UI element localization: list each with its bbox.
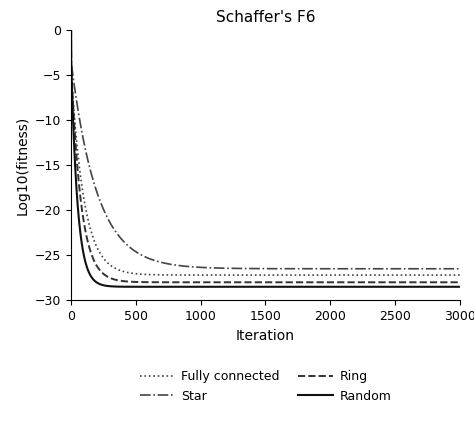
Ring: [408, 280, 413, 285]
Star: [457, 266, 463, 271]
Line: Random: Random: [71, 30, 460, 287]
Star: [113, 229, 118, 234]
Legend: Fully connected, Star, Ring, Random: Fully connected, Star, Ring, Random: [135, 366, 396, 408]
Fully connected: [113, 266, 118, 271]
Random: [113, 284, 118, 289]
Fully connected: [234, 272, 240, 278]
Random: [408, 284, 413, 290]
Ring: [449, 280, 455, 285]
X-axis label: Iteration: Iteration: [236, 329, 295, 343]
Line: Fully connected: Fully connected: [71, 30, 460, 275]
Fully connected: [68, 27, 74, 33]
Star: [234, 266, 240, 271]
Fully connected: [136, 272, 141, 277]
Random: [457, 284, 463, 290]
Fully connected: [449, 272, 455, 278]
Title: Schaffer's F6: Schaffer's F6: [216, 10, 315, 25]
Star: [68, 27, 74, 33]
Random: [449, 284, 455, 290]
Star: [136, 251, 141, 256]
Star: [217, 266, 223, 271]
Star: [449, 266, 455, 271]
Fully connected: [408, 272, 413, 278]
Random: [68, 27, 74, 33]
Ring: [438, 280, 444, 285]
Ring: [136, 279, 141, 284]
Random: [309, 284, 315, 290]
Fully connected: [457, 272, 463, 278]
Ring: [217, 280, 223, 285]
Line: Star: Star: [71, 30, 460, 269]
Y-axis label: Log10(fitness): Log10(fitness): [16, 115, 29, 215]
Line: Ring: Ring: [71, 30, 460, 282]
Random: [234, 284, 240, 289]
Star: [408, 266, 413, 271]
Ring: [457, 280, 463, 285]
Fully connected: [217, 272, 223, 278]
Random: [217, 284, 223, 289]
Ring: [113, 277, 118, 282]
Ring: [234, 280, 240, 285]
Random: [136, 284, 141, 289]
Ring: [68, 27, 74, 33]
